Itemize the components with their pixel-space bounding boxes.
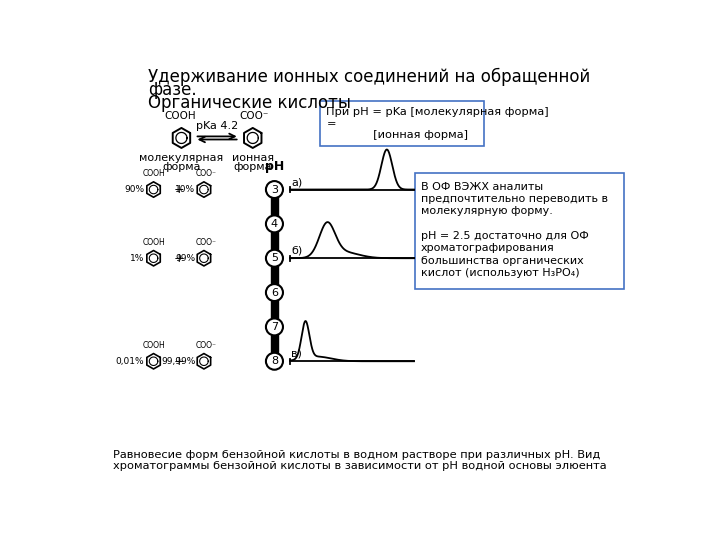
Text: +: + xyxy=(174,355,184,368)
Text: Удерживание ионных соединений на обращенной: Удерживание ионных соединений на обращен… xyxy=(148,68,590,86)
Text: [ионная форма]: [ионная форма] xyxy=(326,130,469,140)
Text: 0,01%: 0,01% xyxy=(116,357,144,366)
Text: Равновесие форм бензойной кислоты в водном растворе при различных pH. Вид: Равновесие форм бензойной кислоты в водн… xyxy=(113,450,600,460)
Text: COOH: COOH xyxy=(142,341,165,350)
Text: 6: 6 xyxy=(271,288,278,298)
Text: pKa 4.2: pKa 4.2 xyxy=(196,121,238,131)
Text: COO⁻: COO⁻ xyxy=(196,169,217,178)
Text: COOH: COOH xyxy=(142,169,165,178)
Bar xyxy=(271,190,277,361)
Text: 8: 8 xyxy=(271,356,278,366)
Text: +: + xyxy=(174,183,184,196)
Text: COOH: COOH xyxy=(164,111,196,121)
Text: 90%: 90% xyxy=(124,185,144,194)
Text: 99%: 99% xyxy=(175,254,195,263)
Circle shape xyxy=(266,353,283,370)
Text: COOH: COOH xyxy=(142,238,165,247)
Text: хроматографирования: хроматографирования xyxy=(421,244,554,253)
Text: 4: 4 xyxy=(271,219,278,229)
Circle shape xyxy=(266,215,283,232)
Text: pH: pH xyxy=(265,160,284,173)
Text: COO⁻: COO⁻ xyxy=(196,341,217,350)
Text: 3: 3 xyxy=(271,185,278,194)
Circle shape xyxy=(266,181,283,198)
Text: pH = 2.5 достаточно для ОФ: pH = 2.5 достаточно для ОФ xyxy=(421,231,589,241)
Text: предпочтительно переводить в: предпочтительно переводить в xyxy=(421,194,608,204)
Text: большинства органических: большинства органических xyxy=(421,256,584,266)
Text: молекулярная: молекулярная xyxy=(140,153,224,163)
Text: молекулярную форму.: молекулярную форму. xyxy=(421,206,553,217)
Text: 1%: 1% xyxy=(130,254,144,263)
Text: =: = xyxy=(326,119,336,129)
Text: В ОФ ВЭЖХ аналиты: В ОФ ВЭЖХ аналиты xyxy=(421,182,543,192)
FancyBboxPatch shape xyxy=(320,101,485,146)
Text: При pH = pKa [молекулярная форма]: При pH = pKa [молекулярная форма] xyxy=(326,107,549,117)
Circle shape xyxy=(266,250,283,267)
Circle shape xyxy=(266,319,283,335)
Text: 10%: 10% xyxy=(175,185,195,194)
Text: в): в) xyxy=(292,349,302,359)
Text: 7: 7 xyxy=(271,322,278,332)
Text: хроматограммы бензойной кислоты в зависимости от pH водной основы элюента: хроматограммы бензойной кислоты в зависи… xyxy=(113,461,607,471)
Text: форма: форма xyxy=(233,162,272,172)
FancyBboxPatch shape xyxy=(415,173,624,289)
Text: COO⁻: COO⁻ xyxy=(240,111,269,121)
Text: +: + xyxy=(174,252,184,265)
Text: б): б) xyxy=(292,246,302,256)
Text: 5: 5 xyxy=(271,253,278,263)
Text: ионная: ионная xyxy=(232,153,274,163)
Text: COO⁻: COO⁻ xyxy=(196,238,217,247)
Text: а): а) xyxy=(292,177,302,187)
Text: 99,99%: 99,99% xyxy=(161,357,195,366)
Text: фазе.: фазе. xyxy=(148,81,197,99)
Text: кислот (используют H₃PO₄): кислот (используют H₃PO₄) xyxy=(421,268,580,278)
Text: Органические кислоты: Органические кислоты xyxy=(148,94,351,112)
Circle shape xyxy=(266,284,283,301)
Text: форма: форма xyxy=(162,162,201,172)
